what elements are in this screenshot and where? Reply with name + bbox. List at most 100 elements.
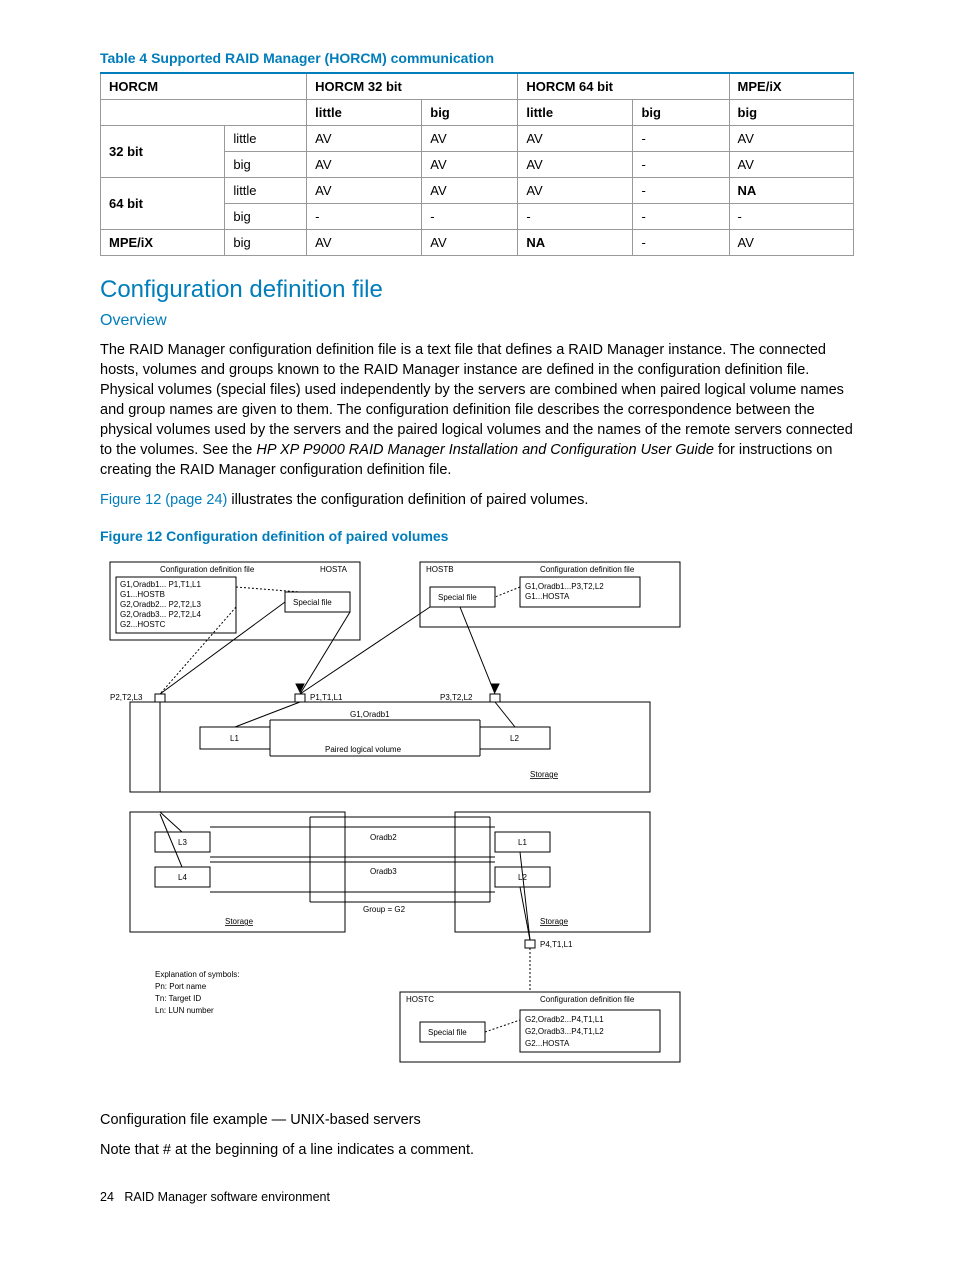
- ll-o2: Oradb2: [370, 833, 397, 842]
- horcm-table: HORCM HORCM 32 bit HORCM 64 bit MPE/iX l…: [100, 72, 854, 256]
- th-mpe: MPE/iX: [729, 73, 853, 100]
- mid-l2: L2: [510, 734, 519, 743]
- ll-o3: Oradb3: [370, 867, 397, 876]
- post-fig-1: Configuration file example — UNIX-based …: [100, 1110, 854, 1130]
- cell: AV: [307, 152, 422, 178]
- row-mpe: MPE/iX: [101, 230, 225, 256]
- port-p2: P2,T2,L3: [110, 693, 143, 702]
- row-64bit: 64 bit: [101, 178, 225, 230]
- cell: AV: [518, 178, 633, 204]
- hostb-l0: G1,Oradb1...P3,T2,L2: [525, 582, 604, 591]
- hostc-cfglabel: Configuration definition file: [540, 995, 635, 1004]
- overview-paragraph: The RAID Manager configuration definitio…: [100, 340, 854, 480]
- cell: -: [633, 178, 729, 204]
- hosta-l3: G2,Oradb3... P2,T2,L4: [120, 610, 201, 619]
- figure-link[interactable]: Figure 12 (page 24): [100, 492, 227, 508]
- hosta-special: Special file: [293, 598, 332, 607]
- cell: AV: [729, 152, 853, 178]
- cell: AV: [422, 126, 518, 152]
- page-footer: 24 RAID Manager software environment: [100, 1190, 854, 1204]
- p1a: The RAID Manager configuration definitio…: [100, 342, 853, 458]
- th-big3: big: [729, 100, 853, 126]
- hostb-title: HOSTB: [426, 565, 454, 574]
- th-64: HORCM 64 bit: [518, 73, 729, 100]
- mid-paired: Paired logical volume: [325, 745, 402, 754]
- th-blank: [101, 100, 307, 126]
- p1i: HP XP P9000 RAID Manager Installation an…: [256, 442, 714, 458]
- hostb-special: Special file: [438, 593, 477, 602]
- lr-l1: L1: [518, 838, 527, 847]
- th-32: HORCM 32 bit: [307, 73, 518, 100]
- cell: AV: [307, 178, 422, 204]
- figure-12: HOSTA Configuration definition file G1,O…: [100, 552, 720, 1092]
- cell: AV: [307, 230, 422, 256]
- ll-l4: L4: [178, 873, 187, 882]
- cell: AV: [729, 230, 853, 256]
- hosta-l1: G1...HOSTB: [120, 590, 165, 599]
- hostc-special: Special file: [428, 1028, 467, 1037]
- mid-storage: Storage: [530, 770, 559, 779]
- hosta-l2: G2,Oradb2... P2,T2,L3: [120, 600, 201, 609]
- cell: NA: [729, 178, 853, 204]
- cell: -: [633, 126, 729, 152]
- cell: big: [225, 230, 307, 256]
- section-heading: Configuration definition file: [100, 276, 854, 304]
- table-caption: Table 4 Supported RAID Manager (HORCM) c…: [100, 50, 854, 66]
- hostc-l1: G2,Oradb3...P4,T1,L2: [525, 1027, 604, 1036]
- cell: NA: [518, 230, 633, 256]
- hosta-l0: G1,Oradb1... P1,T1,L1: [120, 580, 201, 589]
- cell: little: [225, 178, 307, 204]
- legend-ln: Ln: LUN number: [155, 1006, 214, 1015]
- legend-pn: Pn: Port name: [155, 982, 207, 991]
- cell: AV: [307, 126, 422, 152]
- cell: AV: [422, 152, 518, 178]
- hosta-l4: G2...HOSTC: [120, 620, 166, 629]
- cell: AV: [518, 152, 633, 178]
- mid-g1: G1,Oradb1: [350, 710, 390, 719]
- ll-storage: Storage: [225, 917, 254, 926]
- hostb-l1: G1...HOSTA: [525, 592, 570, 601]
- port-p3: P3,T2,L2: [440, 693, 473, 702]
- figure-ref-paragraph: Figure 12 (page 24) illustrates the conf…: [100, 490, 854, 510]
- figure-caption: Figure 12 Configuration definition of pa…: [100, 528, 854, 544]
- cell: -: [633, 230, 729, 256]
- cell: -: [307, 204, 422, 230]
- th-horcm: HORCM: [101, 73, 307, 100]
- cell: -: [422, 204, 518, 230]
- port-p1: P1,T1,L1: [310, 693, 343, 702]
- hosta-title: HOSTA: [320, 565, 348, 574]
- cell: -: [729, 204, 853, 230]
- th-little2: little: [518, 100, 633, 126]
- hostc-l0: G2,Oradb2...P4,T1,L1: [525, 1015, 604, 1024]
- post-fig-2: Note that # at the beginning of a line i…: [100, 1140, 854, 1160]
- cell: -: [633, 152, 729, 178]
- legend-title: Explanation of symbols:: [155, 970, 240, 979]
- cell: little: [225, 126, 307, 152]
- mid-l1: L1: [230, 734, 239, 743]
- cell: AV: [518, 126, 633, 152]
- cell: AV: [729, 126, 853, 152]
- p2rest: illustrates the configuration definition…: [227, 492, 588, 508]
- hostb-cfglabel: Configuration definition file: [540, 565, 635, 574]
- subsection-heading: Overview: [100, 312, 854, 330]
- legend-tn: Tn: Target ID: [155, 994, 201, 1003]
- cell: AV: [422, 230, 518, 256]
- th-big1: big: [422, 100, 518, 126]
- port-p4: P4,T1,L1: [540, 940, 573, 949]
- lr-storage: Storage: [540, 917, 569, 926]
- th-big2: big: [633, 100, 729, 126]
- hostc-l2: G2...HOSTA: [525, 1039, 570, 1048]
- ll-l3: L3: [178, 838, 187, 847]
- ll-group: Group = G2: [363, 905, 406, 914]
- cell: -: [633, 204, 729, 230]
- page-number: 24: [100, 1190, 114, 1204]
- footer-text: RAID Manager software environment: [124, 1190, 330, 1204]
- hostc-title: HOSTC: [406, 995, 434, 1004]
- th-little1: little: [307, 100, 422, 126]
- cell: big: [225, 204, 307, 230]
- row-32bit: 32 bit: [101, 126, 225, 178]
- cell: -: [518, 204, 633, 230]
- hosta-cfglabel: Configuration definition file: [160, 565, 255, 574]
- cell: AV: [422, 178, 518, 204]
- cell: big: [225, 152, 307, 178]
